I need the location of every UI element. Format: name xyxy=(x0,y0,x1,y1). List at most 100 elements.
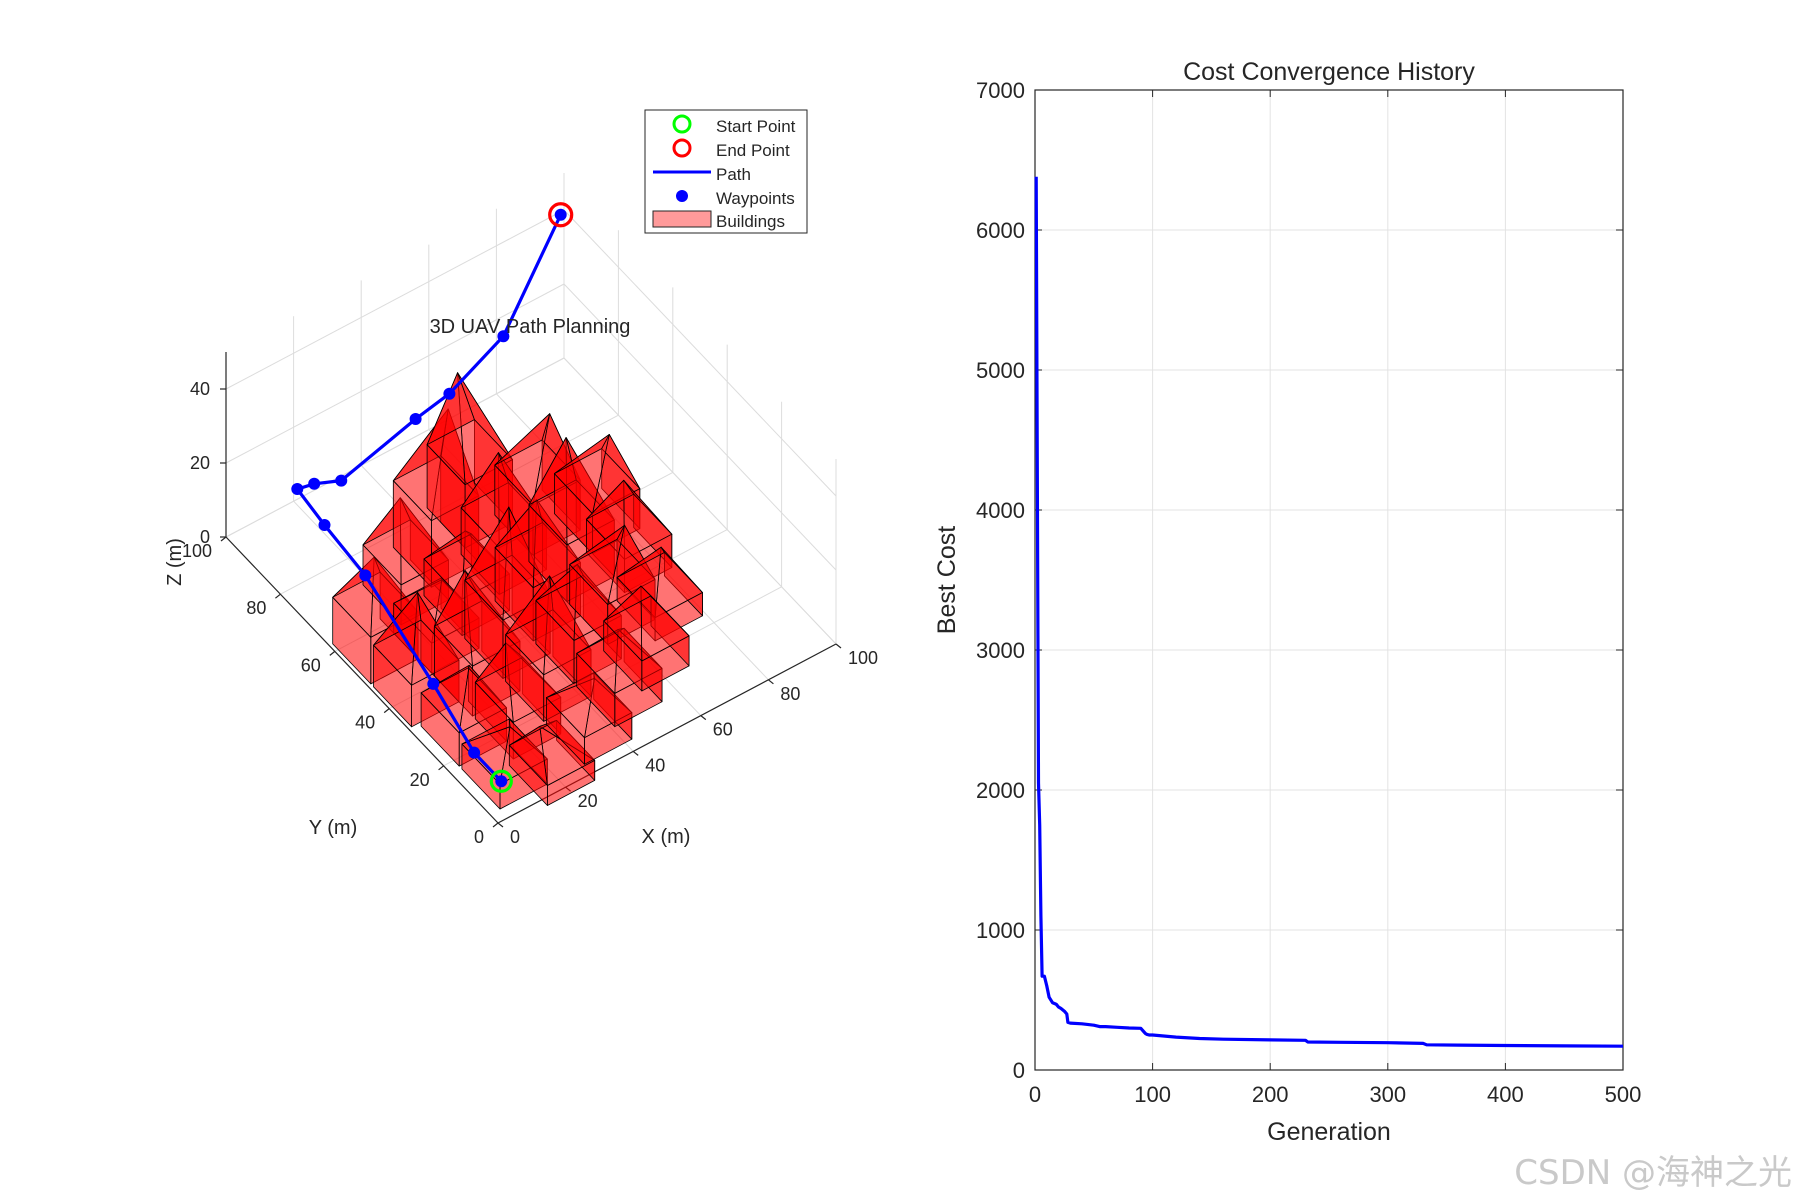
backwall-gridline xyxy=(225,283,565,464)
building-face xyxy=(494,413,551,466)
waypoint-marker xyxy=(554,208,567,221)
y-tick-label: 100 xyxy=(182,541,212,561)
2d-title: Cost Convergence History xyxy=(1183,58,1475,86)
3d-title: 3D UAV Path Planning xyxy=(430,316,631,338)
building-face xyxy=(420,664,470,694)
building-face xyxy=(426,372,475,446)
waypoint-marker xyxy=(443,387,456,400)
y-tick-mark xyxy=(275,593,281,599)
building-face xyxy=(603,585,652,622)
y-tick-label: 7000 xyxy=(976,78,1025,103)
x-tick-label: 200 xyxy=(1252,1082,1289,1107)
z-tick-label: 20 xyxy=(190,453,210,473)
y-tick-label: 0 xyxy=(474,827,484,847)
legend-end-label: End Point xyxy=(716,141,790,160)
waypoint-marker xyxy=(495,775,508,788)
x-tick-label: 0 xyxy=(1029,1082,1041,1107)
building-face xyxy=(528,437,577,506)
y-tick-label: 3000 xyxy=(976,638,1025,663)
waypoint-marker xyxy=(291,483,304,496)
3d-xlabel: X (m) xyxy=(642,826,691,848)
x-tick-mark xyxy=(700,715,707,721)
x-tick-label: 100 xyxy=(1134,1082,1171,1107)
2d-ticks: 0 100 200 300 400 500010002000300040005000600… xyxy=(976,78,1641,1107)
x-tick-label: 500 xyxy=(1605,1082,1642,1107)
building xyxy=(603,585,690,692)
end-point-marker xyxy=(548,202,574,228)
waypoint-marker xyxy=(308,477,321,490)
y-tick-label: 0 xyxy=(1013,1058,1025,1083)
y-tick-label: 40 xyxy=(355,713,375,733)
buildings-layer xyxy=(332,372,703,810)
legend-end-marker xyxy=(672,138,692,158)
waypoint-marker xyxy=(335,474,348,487)
x-tick-label: 0 xyxy=(510,827,520,847)
2d-gridlines xyxy=(1034,89,1624,1071)
x-tick-mark xyxy=(768,679,774,685)
legend-item-start: Start Point xyxy=(672,114,796,136)
3d-ylabel: Y (m) xyxy=(309,817,358,839)
y-tick-label: 80 xyxy=(246,598,266,618)
building-face xyxy=(569,524,625,565)
rightwall-gridline xyxy=(563,209,837,497)
2d-xlabel: Generation xyxy=(1267,1118,1391,1146)
legend-start-label: Start Point xyxy=(716,117,796,136)
waypoint-marker xyxy=(497,330,510,343)
legend-buildings-label: Buildings xyxy=(716,212,785,231)
waypoint-marker xyxy=(427,677,440,690)
y-tick-label: 1000 xyxy=(976,918,1025,943)
3d-zlabel: Z (m) xyxy=(164,538,186,586)
legend-start-marker xyxy=(672,114,692,134)
y-tick-label: 4000 xyxy=(976,498,1025,523)
waypoint-marker xyxy=(359,569,372,582)
2d-ylabel: Best Cost xyxy=(933,526,961,634)
waypoint-marker xyxy=(468,746,481,759)
building-face xyxy=(373,592,422,646)
legend-building-swatch xyxy=(652,210,712,228)
legend-item-end: End Point xyxy=(672,138,790,160)
path-layer xyxy=(291,202,574,793)
z-tick-label: 40 xyxy=(190,379,210,399)
legend-path-label: Path xyxy=(716,165,751,184)
y-tick-label: 5000 xyxy=(976,358,1025,383)
y-tick-label: 2000 xyxy=(976,778,1025,803)
y-tick-mark xyxy=(329,650,336,656)
watermark: CSDN @海神之光 xyxy=(1514,1153,1792,1193)
backwall-gridline xyxy=(225,209,565,390)
x-tick-label: 20 xyxy=(578,791,598,811)
x-tick-mark xyxy=(497,822,504,828)
building-face xyxy=(586,479,635,520)
y-tick-label: 20 xyxy=(410,770,430,790)
z-tick-label: 0 xyxy=(200,527,210,547)
legend-waypoint-marker xyxy=(676,190,688,202)
start-point-marker xyxy=(489,769,513,793)
legend-waypoints-label: Waypoints xyxy=(716,189,795,208)
convergence-plot: 0 100 200 300 400 500010002000300040005000600… xyxy=(933,58,1641,1146)
x-tick-label: 40 xyxy=(645,755,665,775)
legend: Start Point End Point Path Waypoints Bui… xyxy=(644,109,808,234)
y-tick-mark xyxy=(220,536,227,542)
building-face xyxy=(461,718,511,745)
y-tick-mark xyxy=(383,708,390,714)
y-axis-line xyxy=(225,536,499,824)
path-line xyxy=(295,214,563,783)
legend-item-waypoints: Waypoints xyxy=(676,189,795,208)
waypoint-marker xyxy=(409,413,422,425)
2d-axes-box xyxy=(1034,89,1624,1071)
y-tick-label: 60 xyxy=(301,655,321,675)
x-tick-mark xyxy=(835,643,842,649)
building-face xyxy=(616,546,665,578)
backwall-gridline xyxy=(225,357,565,538)
x-tick-label: 80 xyxy=(780,684,800,704)
y-tick-mark xyxy=(492,822,499,828)
y-tick-mark xyxy=(438,765,444,771)
x-tick-label: 400 xyxy=(1487,1082,1524,1107)
x-tick-label: 300 xyxy=(1369,1082,1406,1107)
legend-item-buildings: Buildings xyxy=(652,210,785,231)
legend-item-path: Path xyxy=(653,165,751,184)
building-face xyxy=(554,433,610,475)
rightwall-gridline xyxy=(563,357,837,645)
